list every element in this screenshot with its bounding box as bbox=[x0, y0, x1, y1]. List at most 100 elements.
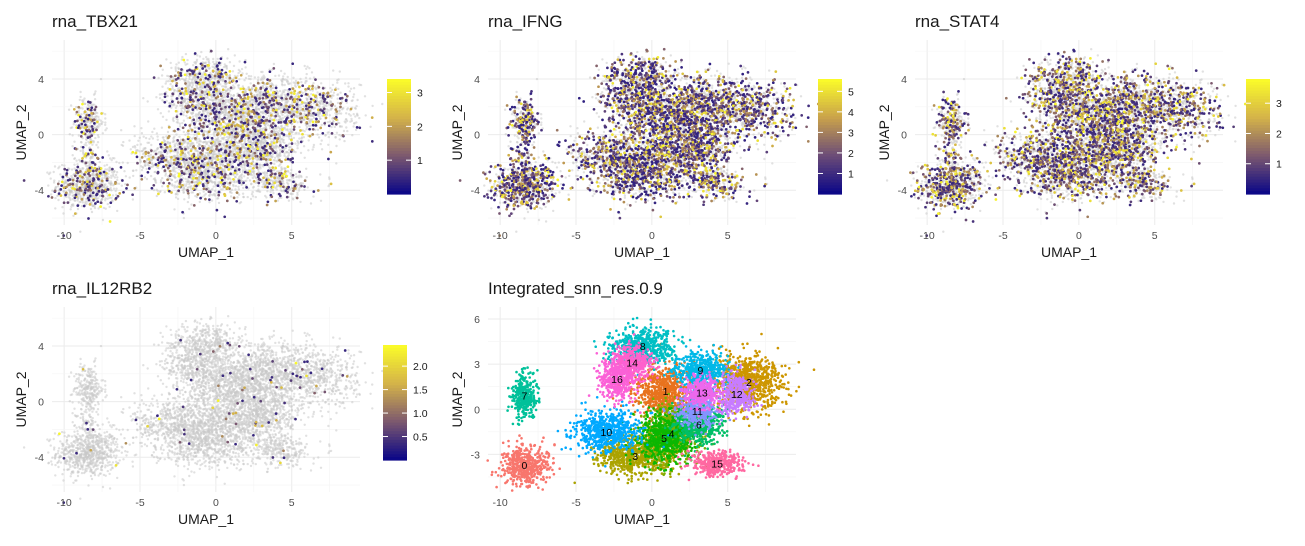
cell-point bbox=[274, 75, 276, 77]
cell-point bbox=[69, 197, 71, 199]
cell-point bbox=[95, 144, 97, 146]
cell-point bbox=[257, 76, 259, 78]
cell-point bbox=[75, 106, 77, 108]
cell-point bbox=[109, 166, 111, 168]
cell-point bbox=[135, 169, 137, 171]
cell-point bbox=[115, 188, 117, 190]
cell-point bbox=[85, 139, 87, 141]
cell-point bbox=[72, 203, 74, 205]
cell-point bbox=[104, 199, 106, 201]
cell-point bbox=[282, 75, 284, 77]
cell-point bbox=[104, 121, 106, 123]
cell-point bbox=[97, 207, 99, 209]
cell-point bbox=[241, 68, 243, 70]
cell-point bbox=[222, 80, 224, 82]
cell-point bbox=[73, 158, 75, 160]
cell-point bbox=[97, 141, 99, 143]
cell-point bbox=[75, 160, 77, 162]
cell-point bbox=[79, 231, 81, 233]
cell-point bbox=[208, 67, 210, 69]
cell-point bbox=[234, 54, 236, 56]
cell-point bbox=[70, 104, 72, 106]
cell-point bbox=[187, 133, 189, 135]
cell-point bbox=[89, 179, 91, 181]
cell-point bbox=[171, 85, 173, 87]
cell-point bbox=[65, 181, 67, 183]
cell-point bbox=[229, 90, 231, 92]
cell-point bbox=[273, 63, 275, 65]
cell-point bbox=[198, 103, 200, 105]
cell-point bbox=[111, 199, 113, 201]
cell-point bbox=[279, 90, 281, 92]
cell-point bbox=[209, 72, 211, 74]
cell-point bbox=[91, 116, 93, 118]
cell-point bbox=[85, 144, 87, 146]
cell-point bbox=[81, 167, 83, 169]
cell-point bbox=[168, 102, 170, 104]
cell-point bbox=[97, 126, 99, 128]
cell-point bbox=[102, 132, 104, 134]
cell-point bbox=[248, 78, 250, 80]
cell-point bbox=[223, 114, 225, 116]
cell-point bbox=[71, 168, 73, 170]
cell-point bbox=[121, 185, 123, 187]
cell-point bbox=[91, 144, 93, 146]
cell-point bbox=[199, 111, 201, 113]
cell-point bbox=[287, 76, 289, 78]
cell-point bbox=[85, 176, 87, 178]
cell-point bbox=[71, 126, 73, 128]
cell-point bbox=[283, 73, 285, 75]
cell-point bbox=[169, 78, 171, 80]
cell-point bbox=[306, 73, 308, 75]
cell-point bbox=[102, 219, 104, 221]
cell-point bbox=[71, 134, 73, 136]
cell-point bbox=[84, 103, 86, 105]
cell-point bbox=[73, 123, 75, 125]
cell-point bbox=[161, 74, 163, 76]
cell-point bbox=[101, 121, 103, 123]
cell-point bbox=[177, 88, 179, 90]
cell-point bbox=[181, 56, 183, 58]
cell-point bbox=[99, 161, 101, 163]
cell-point bbox=[142, 97, 144, 99]
cell-point bbox=[106, 186, 108, 188]
cell-point bbox=[94, 116, 96, 118]
cell-point bbox=[110, 197, 112, 199]
cell-point bbox=[187, 117, 189, 119]
cell-point bbox=[217, 58, 219, 60]
cell-point bbox=[172, 117, 174, 119]
cell-point bbox=[72, 154, 74, 156]
cell-point bbox=[82, 150, 84, 152]
cell-point bbox=[159, 97, 161, 99]
cell-point bbox=[106, 164, 108, 166]
cell-point bbox=[81, 205, 83, 207]
cell-point bbox=[203, 109, 205, 111]
cell-point bbox=[116, 210, 118, 212]
cell-point bbox=[53, 179, 55, 181]
cell-point bbox=[202, 76, 204, 78]
cell-point bbox=[238, 78, 240, 80]
cell-point bbox=[54, 165, 56, 167]
cell-point bbox=[161, 86, 163, 88]
cell-point bbox=[244, 66, 246, 68]
cell-point bbox=[104, 124, 106, 126]
cell-point bbox=[242, 85, 244, 87]
cell-point bbox=[263, 75, 265, 77]
cell-point bbox=[183, 108, 185, 110]
cell-point bbox=[58, 180, 60, 182]
cell-point bbox=[218, 116, 220, 118]
cell-point bbox=[94, 92, 96, 94]
cell-point bbox=[165, 58, 167, 60]
cell-point bbox=[157, 77, 159, 79]
cell-point bbox=[250, 82, 252, 84]
cell-point bbox=[78, 193, 80, 195]
cell-point bbox=[309, 77, 311, 79]
cell-point bbox=[97, 146, 99, 148]
cell-point bbox=[245, 101, 247, 103]
cell-point bbox=[216, 101, 218, 103]
cell-point bbox=[186, 63, 188, 65]
cell-point bbox=[205, 56, 207, 58]
panel-title: rna_TBX21 bbox=[52, 12, 138, 31]
